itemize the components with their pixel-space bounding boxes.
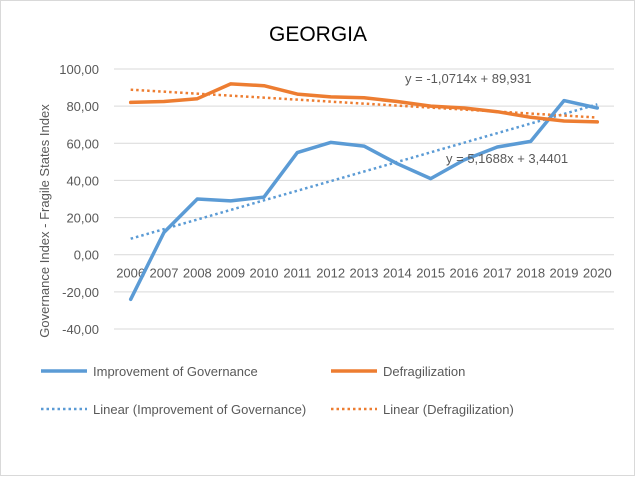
legend-label: Defragilization bbox=[383, 364, 465, 379]
data-point bbox=[295, 92, 299, 96]
data-point bbox=[595, 106, 599, 110]
legend-label: Linear (Defragilization) bbox=[383, 402, 514, 417]
data-point bbox=[229, 199, 233, 203]
y-tick-label: 0,00 bbox=[74, 248, 99, 263]
x-tick-label: 2015 bbox=[416, 266, 445, 281]
chart-title: GEORGIA bbox=[269, 23, 367, 46]
data-point bbox=[129, 100, 133, 104]
y-tick-label: 60,00 bbox=[66, 136, 99, 151]
x-tick-label: 2012 bbox=[316, 266, 345, 281]
data-point bbox=[195, 197, 199, 201]
trend-equation: y = 5,1688x + 3,4401 bbox=[446, 151, 568, 166]
x-tick-label: 2014 bbox=[383, 266, 412, 281]
data-point bbox=[195, 97, 199, 101]
data-point bbox=[462, 158, 466, 162]
data-point bbox=[262, 84, 266, 88]
x-tick-label: 2020 bbox=[583, 266, 612, 281]
data-point bbox=[529, 115, 533, 119]
x-tick-label: 2016 bbox=[450, 266, 479, 281]
data-point bbox=[329, 140, 333, 144]
x-tick-label: 2007 bbox=[150, 266, 179, 281]
legend-label: Linear (Improvement of Governance) bbox=[93, 402, 306, 417]
data-point bbox=[262, 195, 266, 199]
data-point bbox=[395, 162, 399, 166]
x-tick-label: 2018 bbox=[516, 266, 545, 281]
y-tick-label: -40,00 bbox=[62, 322, 99, 337]
series-line bbox=[128, 82, 600, 124]
data-point bbox=[529, 139, 533, 143]
data-point bbox=[595, 120, 599, 124]
y-axis-title: Governance Index - Fragile States Index bbox=[37, 104, 52, 338]
data-point bbox=[162, 230, 166, 234]
x-tick-label: 2011 bbox=[283, 266, 311, 281]
data-point bbox=[495, 110, 499, 114]
y-tick-label: 100,00 bbox=[59, 62, 99, 77]
data-point bbox=[362, 96, 366, 100]
data-point bbox=[129, 297, 133, 301]
data-point bbox=[362, 144, 366, 148]
gridlines bbox=[114, 68, 614, 330]
series-lines bbox=[128, 82, 600, 302]
data-point bbox=[429, 177, 433, 181]
data-point bbox=[495, 145, 499, 149]
y-tick-labels: -40,00 -20,00 0,00 20,00 40,00 60,00 80,00 100,… bbox=[59, 62, 99, 337]
data-point bbox=[162, 100, 166, 103]
data-point bbox=[462, 106, 466, 110]
legend: Improvement of Governance Defragilization… bbox=[41, 364, 514, 417]
data-point bbox=[229, 82, 233, 86]
legend-label: Improvement of Governance bbox=[93, 364, 258, 379]
data-point bbox=[329, 95, 333, 99]
x-tick-label: 2010 bbox=[250, 266, 279, 281]
x-tick-label: 2017 bbox=[483, 266, 512, 281]
x-tick-label: 2013 bbox=[350, 266, 379, 281]
y-tick-label: -20,00 bbox=[62, 285, 99, 300]
x-tick-label: 2006 bbox=[116, 266, 145, 281]
y-tick-label: 20,00 bbox=[66, 211, 99, 226]
data-point bbox=[429, 104, 433, 108]
data-point bbox=[562, 99, 566, 103]
trendline bbox=[130, 103, 598, 240]
y-tick-label: 80,00 bbox=[66, 99, 99, 114]
x-tick-label: 2019 bbox=[550, 266, 579, 281]
trend-equation: y = -1,0714x + 89,931 bbox=[405, 71, 531, 86]
y-tick-label: 40,00 bbox=[66, 173, 99, 188]
x-tick-labels: 2006 2007 2008 2009 2010 2011 2012 2013 2014 2015… bbox=[116, 266, 612, 281]
x-tick-label: 2008 bbox=[183, 266, 212, 281]
data-point bbox=[295, 151, 299, 155]
data-point bbox=[395, 100, 399, 103]
x-tick-label: 2009 bbox=[216, 266, 245, 281]
trend-equations: y = 5,1688x + 3,4401 y = -1,0714x + 89,93… bbox=[405, 71, 568, 166]
data-point bbox=[562, 119, 566, 123]
trendline bbox=[130, 88, 598, 119]
